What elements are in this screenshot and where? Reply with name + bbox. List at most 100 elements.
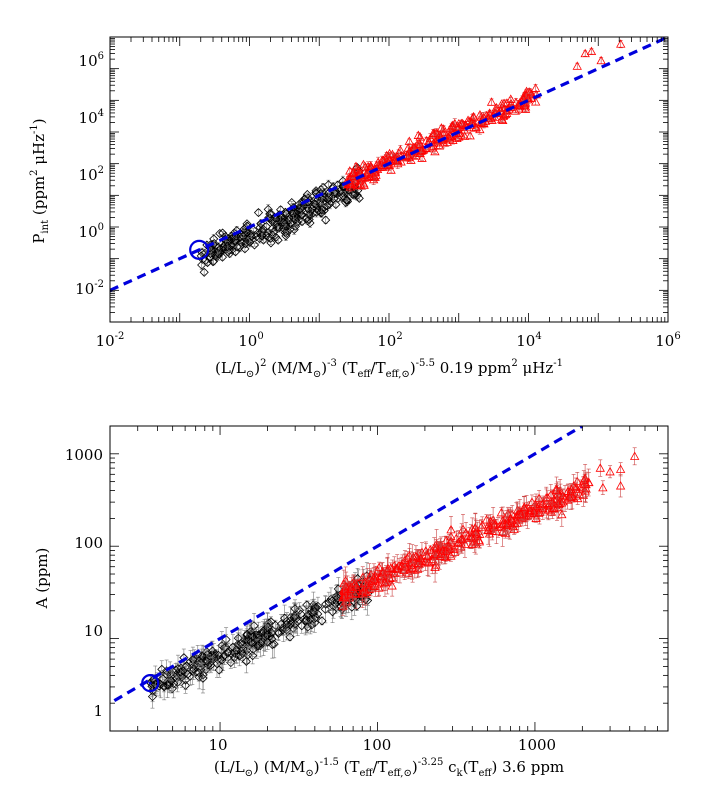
power-panel: 10-2 100 102 104 106 10-2 100 102 104 10… <box>29 36 681 380</box>
power-data-point <box>302 189 312 200</box>
amplitude-data-point <box>386 563 396 572</box>
amplitude-data-point <box>159 682 169 692</box>
power-data-point <box>360 162 371 171</box>
power-sun-dot <box>197 248 201 252</box>
power-data-point <box>471 122 481 132</box>
power-data-point <box>317 205 327 215</box>
power-data-point <box>421 143 431 153</box>
amplitude-data-point <box>301 615 311 625</box>
amplitude-data-point <box>444 541 454 551</box>
amplitude-data-point <box>183 669 193 679</box>
power-data-point <box>406 155 416 164</box>
amplitude-data-point <box>427 554 438 563</box>
amplitude-data-point <box>571 484 581 493</box>
amplitude-scatter-points <box>145 447 640 709</box>
power-data-point <box>240 244 250 254</box>
power-x-axis-label: (L/L⊙)2 (M/M⊙)-3 (Teff/Teff,⊙)-5.5 0.19 … <box>215 358 563 380</box>
amplitude-data-point <box>286 620 296 630</box>
power-data-point <box>310 199 320 209</box>
power-data-point <box>307 204 318 214</box>
amplitude-data-point <box>483 525 493 534</box>
power-data-point <box>351 161 361 171</box>
power-data-point <box>329 194 339 204</box>
power-data-point <box>267 230 277 240</box>
power-data-point <box>280 207 290 217</box>
power-x-tick-labels: 10-2 100 102 104 106 <box>96 331 681 350</box>
amplitude-data-point <box>212 659 222 669</box>
amplitude-data-point <box>213 650 224 660</box>
power-data-point <box>456 118 467 128</box>
amplitude-data-point <box>238 649 248 659</box>
power-data-point <box>328 182 338 192</box>
amplitude-data-point <box>281 625 292 635</box>
power-x-tick-label: 106 <box>655 331 680 350</box>
power-y-axis-label: Pint (ppm2 μHz-1) <box>29 118 51 243</box>
power-data-point <box>232 225 242 236</box>
power-data-point <box>287 208 297 218</box>
power-data-point <box>411 151 421 160</box>
amplitude-data-point <box>404 551 414 560</box>
power-reference-dashed-line <box>110 37 668 292</box>
power-data-point <box>241 239 251 249</box>
power-data-point <box>428 130 439 140</box>
power-data-point <box>209 234 219 244</box>
amplitude-data-point <box>296 609 306 619</box>
amplitude-data-point <box>302 600 312 610</box>
amplitude-data-point <box>187 666 197 676</box>
power-data-point <box>288 213 298 223</box>
power-data-point <box>436 123 447 132</box>
power-data-point <box>232 242 242 252</box>
power-data-point <box>249 240 260 250</box>
power-data-point <box>253 208 264 218</box>
power-y-tick-label: 100 <box>79 222 104 241</box>
amplitude-data-point <box>294 605 305 615</box>
amplitude-data-point <box>352 601 362 611</box>
power-data-point <box>257 231 267 241</box>
amplitude-data-point <box>321 599 331 609</box>
amplitude-data-point <box>309 606 319 617</box>
power-y-tick-label: 102 <box>79 165 104 184</box>
amplitude-data-point <box>233 639 243 650</box>
power-data-point <box>341 195 351 205</box>
power-data-point <box>386 165 396 174</box>
amplitude-data-point <box>291 613 301 624</box>
amplitude-data-point <box>441 535 451 545</box>
power-data-point <box>265 209 275 219</box>
power-data-point <box>416 146 427 155</box>
amplitude-data-point <box>248 651 258 661</box>
power-data-point <box>276 212 286 223</box>
power-data-point <box>248 225 258 235</box>
power-data-point <box>616 39 626 48</box>
power-data-point <box>222 242 232 252</box>
power-y-tick-label: 104 <box>79 108 104 127</box>
power-data-point <box>445 134 455 143</box>
power-data-point <box>271 232 281 242</box>
power-data-point <box>214 249 224 259</box>
amplitude-data-point <box>249 621 259 631</box>
amplitude-data-point <box>241 656 251 667</box>
amplitude-data-point <box>189 655 199 665</box>
power-data-point <box>288 209 298 219</box>
amplitude-data-point <box>278 625 288 635</box>
power-data-point <box>432 134 442 143</box>
amplitude-data-point <box>236 646 246 656</box>
amplitude-data-point <box>162 669 172 680</box>
power-data-point <box>323 188 334 198</box>
power-data-point <box>364 171 374 181</box>
power-data-point <box>337 192 347 202</box>
power-data-point <box>272 222 282 232</box>
power-data-point <box>317 194 327 204</box>
amplitude-data-point <box>320 604 330 614</box>
amplitude-data-point <box>313 601 323 611</box>
amplitude-data-point <box>253 641 263 651</box>
amplitude-data-point <box>476 522 486 531</box>
amplitude-data-point <box>248 638 258 648</box>
power-data-point <box>408 142 419 152</box>
amplitude-data-point <box>449 547 460 556</box>
power-data-point <box>348 167 358 176</box>
amplitude-data-point <box>351 589 361 598</box>
power-data-point <box>238 231 248 241</box>
amplitude-data-point <box>246 637 256 647</box>
power-data-point <box>465 130 475 140</box>
